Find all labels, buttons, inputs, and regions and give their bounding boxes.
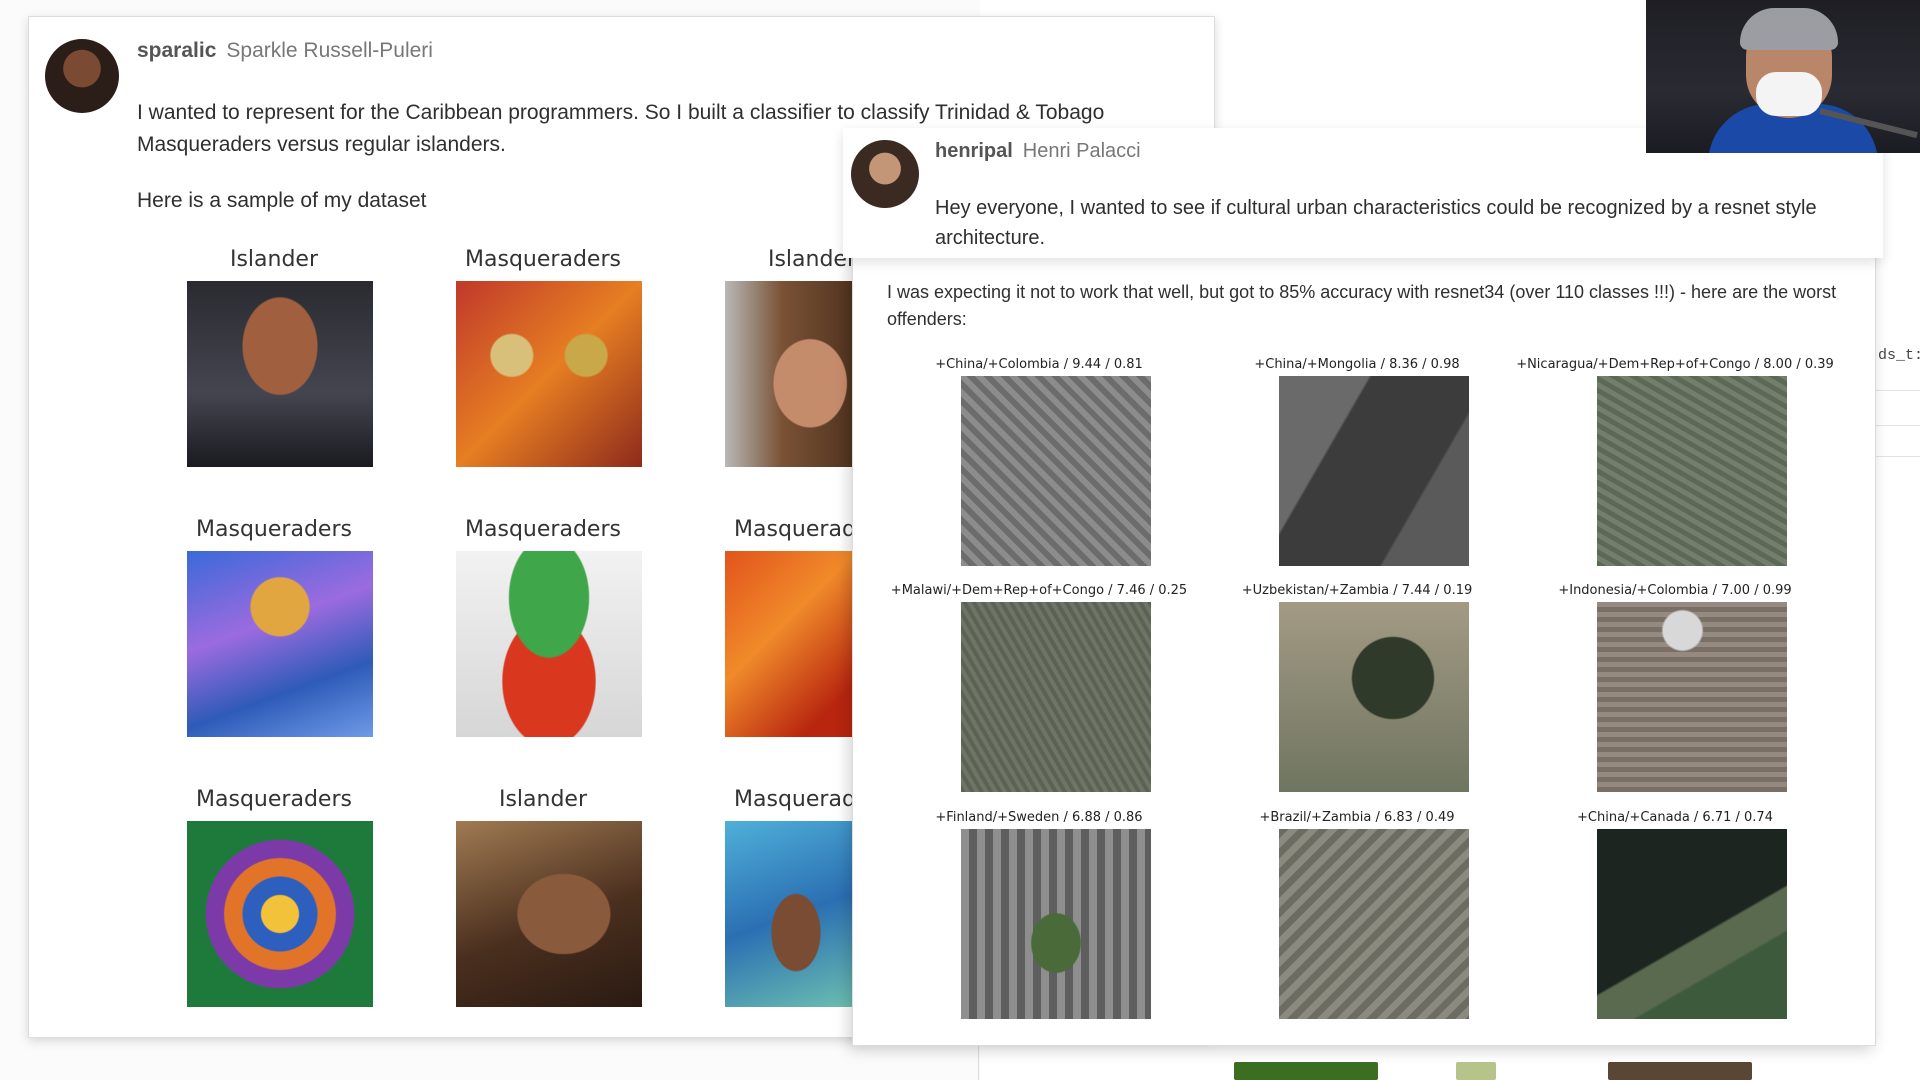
satellite-image <box>1279 602 1469 792</box>
author-fullname: Sparkle Russell-Puleri <box>226 39 433 62</box>
sample-image <box>456 551 642 737</box>
sample-label: Islander <box>498 787 588 812</box>
sample-image <box>187 821 373 1007</box>
offender-sample: +Uzbekistan/+Zambia / 7.44 / 0.19 <box>1197 583 1517 808</box>
offender-label: +Indonesia/+Colombia / 7.00 / 0.99 <box>1558 583 1792 598</box>
offender-label: +Finland/+Sweden / 6.88 / 0.86 <box>935 810 1143 825</box>
background-divider <box>1860 390 1920 391</box>
post-paragraph: Hey everyone, I wanted to see if cultura… <box>935 197 1817 249</box>
dataset-sample: Masqueraders <box>174 787 374 1047</box>
sample-label: Masqueraders <box>465 517 621 542</box>
sample-label: Masqueraders <box>196 787 352 812</box>
background-thumbnail <box>1234 1062 1378 1080</box>
dataset-sample: Masqueraders <box>443 247 643 507</box>
sample-image <box>725 281 867 467</box>
sample-label: Masqueraders <box>465 247 621 272</box>
post-paragraph: I was expecting it not to work that well… <box>887 282 1837 329</box>
offender-label: +Uzbekistan/+Zambia / 7.44 / 0.19 <box>1241 583 1473 598</box>
satellite-image <box>1279 376 1469 566</box>
sample-image <box>725 821 867 1007</box>
sample-image <box>456 821 642 1007</box>
username-link[interactable]: henripal <box>935 140 1013 162</box>
background-code-snippet: ds_t: <box>1878 347 1920 364</box>
sample-label: Masqueraders <box>734 517 867 542</box>
sample-label: Islander <box>229 247 319 272</box>
dataset-sample: Islander <box>174 247 374 507</box>
post-author: sparalic Sparkle Russell-Puleri <box>137 39 433 63</box>
sample-label: Masqueraders <box>734 787 867 812</box>
offender-sample: +Brazil/+Zambia / 6.83 / 0.49 <box>1197 810 1517 1035</box>
post-paragraph: I wanted to represent for the Caribbean … <box>137 101 1105 156</box>
offender-label: +China/+Colombia / 9.44 / 0.81 <box>935 357 1143 372</box>
dataset-sample: Islander <box>712 247 867 507</box>
offender-sample: +Finland/+Sweden / 6.88 / 0.86 <box>879 810 1199 1035</box>
satellite-image <box>1597 829 1787 1019</box>
offender-sample: +China/+Canada / 6.71 / 0.74 <box>1515 810 1835 1035</box>
satellite-image <box>1597 602 1787 792</box>
background-divider <box>1860 456 1920 457</box>
face-mask <box>1756 72 1822 116</box>
post-header-henripal: henripal Henri Palacci Hey everyone, I wa… <box>843 128 1883 258</box>
post-paragraph: Here is a sample of my dataset <box>137 189 427 212</box>
sample-image <box>187 281 373 467</box>
webcam-person <box>1740 8 1838 50</box>
offender-sample: +China/+Mongolia / 8.36 / 0.98 <box>1197 357 1517 582</box>
satellite-image <box>1597 376 1787 566</box>
satellite-image <box>1279 829 1469 1019</box>
background-divider <box>1860 425 1920 426</box>
dataset-sample: Masqueraders <box>443 517 643 777</box>
sample-label: Islander <box>767 247 857 272</box>
post-author: henripal Henri Palacci <box>935 140 1141 163</box>
username-link[interactable]: sparalic <box>137 39 217 62</box>
dataset-sample: Masqueraders <box>174 517 374 777</box>
post-card-henripal: I was expecting it not to work that well… <box>852 246 1876 1046</box>
offender-sample: +Malawi/+Dem+Rep+of+Congo / 7.46 / 0.25 <box>879 583 1199 808</box>
satellite-image <box>961 602 1151 792</box>
offender-label: +China/+Canada / 6.71 / 0.74 <box>1577 810 1773 825</box>
background-thumbnail <box>1456 1062 1496 1080</box>
satellite-image <box>961 376 1151 566</box>
sample-image <box>456 281 642 467</box>
sample-image <box>725 551 867 737</box>
sample-image <box>187 551 373 737</box>
dataset-sample: Masqueraders <box>712 517 867 777</box>
dataset-sample: Masqueraders <box>712 787 867 1047</box>
sample-label: Masqueraders <box>196 517 352 542</box>
webcam-video <box>1646 0 1920 153</box>
satellite-image <box>961 829 1151 1019</box>
background-divider <box>978 1040 979 1080</box>
offender-label: +Brazil/+Zambia / 6.83 / 0.49 <box>1259 810 1455 825</box>
offender-label: +Malawi/+Dem+Rep+of+Congo / 7.46 / 0.25 <box>890 583 1188 598</box>
offender-sample: +Nicaragua/+Dem+Rep+of+Congo / 8.00 / 0.… <box>1515 357 1835 582</box>
author-fullname: Henri Palacci <box>1022 140 1141 162</box>
offender-sample: +China/+Colombia / 9.44 / 0.81 <box>879 357 1199 582</box>
offender-label: +Nicaragua/+Dem+Rep+of+Congo / 8.00 / 0.… <box>1516 357 1834 372</box>
offender-sample: +Indonesia/+Colombia / 7.00 / 0.99 <box>1515 583 1835 808</box>
offender-label: +China/+Mongolia / 8.36 / 0.98 <box>1254 357 1460 372</box>
dataset-sample: Islander <box>443 787 643 1047</box>
avatar[interactable] <box>45 39 119 113</box>
background-thumbnail <box>1608 1062 1752 1080</box>
avatar[interactable] <box>851 140 919 208</box>
